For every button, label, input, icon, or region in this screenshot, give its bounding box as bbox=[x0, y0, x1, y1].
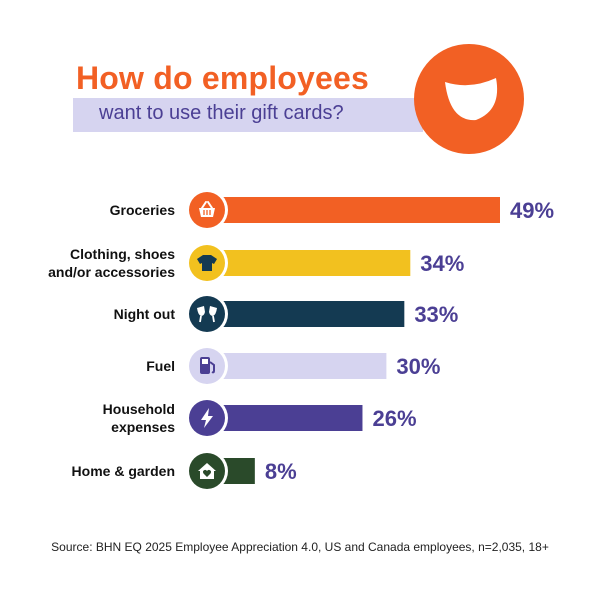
subtitle-band bbox=[73, 98, 423, 132]
bar-row: Night out 33% bbox=[114, 293, 458, 335]
bar-row: Clothing, shoes and/or accessories 34% bbox=[48, 242, 464, 284]
bar-row: Fuel 30% bbox=[146, 345, 440, 387]
bar-row: Household expenses 26% bbox=[103, 397, 417, 439]
bar-row: Home & garden 8% bbox=[72, 450, 297, 492]
category-label: Household expenses bbox=[103, 401, 176, 435]
value-label: 34% bbox=[420, 251, 464, 276]
bar bbox=[207, 353, 387, 379]
bar bbox=[207, 250, 411, 276]
fuel-pump-icon bbox=[200, 357, 215, 374]
tshirt-icon bbox=[197, 255, 217, 271]
category-label: Night out bbox=[114, 306, 176, 322]
category-label: Groceries bbox=[110, 202, 176, 218]
value-label: 33% bbox=[414, 302, 458, 327]
source-note: Source: BHN EQ 2025 Employee Appreciatio… bbox=[51, 540, 549, 554]
cheers-icon bbox=[197, 306, 217, 323]
bar bbox=[207, 197, 500, 223]
value-label: 49% bbox=[510, 198, 554, 223]
value-label: 30% bbox=[396, 354, 440, 379]
category-label: Clothing, shoes and/or accessories bbox=[48, 246, 175, 280]
basket-icon bbox=[199, 201, 215, 217]
chart-subtitle: want to use their gift cards? bbox=[99, 102, 344, 124]
bar bbox=[207, 301, 405, 327]
bar bbox=[207, 405, 363, 431]
chart-title: How do employees bbox=[76, 60, 370, 96]
category-label: Fuel bbox=[146, 358, 175, 374]
icon-badge bbox=[189, 296, 225, 332]
house-heart-icon bbox=[198, 463, 216, 479]
category-label: Home & garden bbox=[72, 463, 175, 479]
value-label: 8% bbox=[265, 459, 297, 484]
value-label: 26% bbox=[372, 406, 416, 431]
lightning-icon bbox=[201, 408, 213, 428]
bar-row: Groceries 49% bbox=[110, 189, 554, 231]
smile-logo-icon bbox=[414, 44, 524, 154]
